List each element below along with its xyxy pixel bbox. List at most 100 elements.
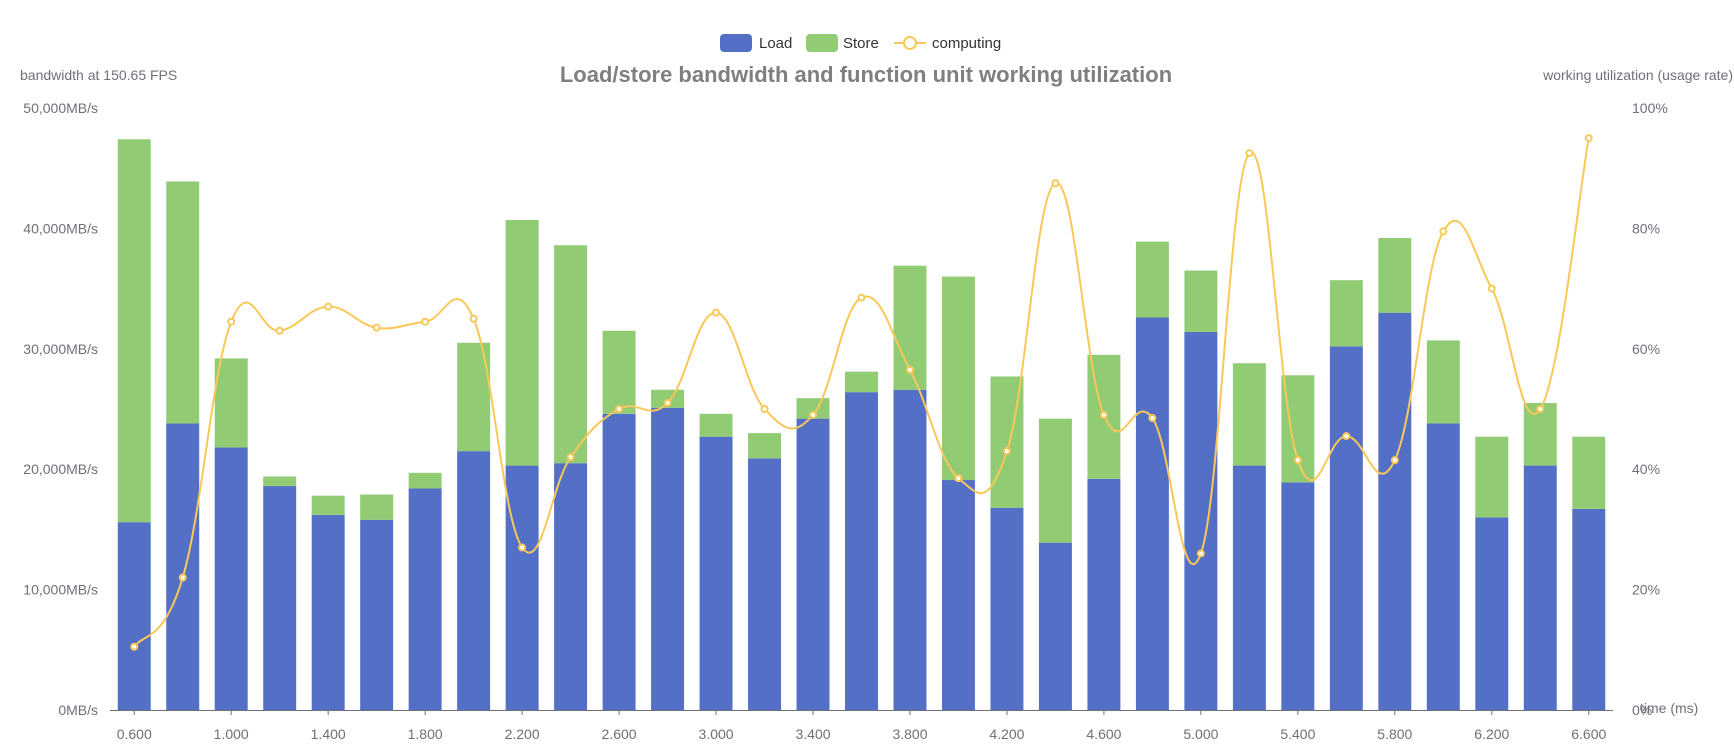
- computing-point[interactable]: [1051, 179, 1060, 188]
- bar-store[interactable]: [1329, 280, 1363, 347]
- computing-point[interactable]: [1439, 227, 1448, 236]
- bar-load[interactable]: [166, 423, 200, 710]
- computing-point[interactable]: [954, 474, 963, 483]
- bar-store[interactable]: [1475, 436, 1509, 518]
- bar-load[interactable]: [990, 507, 1024, 710]
- bar-store[interactable]: [263, 476, 297, 487]
- bar-store[interactable]: [166, 181, 200, 424]
- bar-load[interactable]: [1135, 317, 1169, 710]
- bar-store[interactable]: [1232, 363, 1266, 466]
- computing-point[interactable]: [1293, 456, 1302, 465]
- computing-point[interactable]: [857, 293, 866, 302]
- bar-store[interactable]: [941, 276, 975, 481]
- bar-store[interactable]: [1184, 270, 1218, 332]
- bar-store[interactable]: [1038, 418, 1072, 543]
- right-axis-name: working utilization (usage rate): [1542, 67, 1733, 83]
- legend[interactable]: Load Store computing: [720, 34, 1001, 52]
- bar-load[interactable]: [1184, 331, 1218, 710]
- bar-store[interactable]: [1281, 375, 1315, 483]
- computing-point[interactable]: [1148, 414, 1157, 423]
- computing-point[interactable]: [809, 411, 818, 420]
- computing-point[interactable]: [130, 642, 139, 651]
- bar-load[interactable]: [796, 418, 830, 710]
- computing-point[interactable]: [1099, 411, 1108, 420]
- bar-store[interactable]: [748, 433, 782, 459]
- computing-point[interactable]: [1196, 549, 1205, 558]
- computing-point[interactable]: [712, 308, 721, 317]
- bar-load[interactable]: [1523, 465, 1557, 710]
- x-axis-ticks: 0.600 1.000 1.400 1.800 2.200 2.600 3.000 3.400…: [117, 710, 1606, 742]
- bar-load[interactable]: [651, 407, 685, 710]
- bar-load[interactable]: [699, 436, 733, 710]
- computing-point[interactable]: [1342, 432, 1351, 441]
- computing-point[interactable]: [421, 317, 430, 326]
- legend-label-store: Store: [843, 35, 879, 52]
- legend-item-computing[interactable]: computing: [894, 35, 1001, 52]
- bar-load[interactable]: [1426, 423, 1460, 710]
- bar-store[interactable]: [1426, 340, 1460, 424]
- computing-point[interactable]: [1584, 134, 1593, 143]
- bar-store[interactable]: [554, 245, 588, 464]
- bar-load[interactable]: [505, 465, 539, 710]
- computing-point[interactable]: [372, 323, 381, 332]
- bar-store[interactable]: [311, 495, 345, 515]
- computing-point[interactable]: [1245, 149, 1254, 158]
- bar-store[interactable]: [602, 330, 636, 414]
- bar-load[interactable]: [408, 488, 442, 710]
- bar-load[interactable]: [893, 389, 927, 710]
- computing-point[interactable]: [227, 317, 236, 326]
- legend-item-store[interactable]: Store: [806, 34, 879, 52]
- bar-load[interactable]: [117, 522, 151, 710]
- computing-point[interactable]: [760, 405, 769, 413]
- computing-point[interactable]: [1487, 284, 1496, 293]
- bar-load[interactable]: [1329, 346, 1363, 710]
- bar-store[interactable]: [408, 472, 442, 489]
- computing-point[interactable]: [615, 405, 624, 413]
- bar-load[interactable]: [554, 463, 588, 710]
- bar-load[interactable]: [1281, 482, 1315, 710]
- x-tick-label: 2.600: [602, 726, 637, 742]
- bar-load[interactable]: [845, 392, 878, 710]
- legend-item-load[interactable]: Load: [720, 34, 792, 52]
- bar-store[interactable]: [214, 358, 248, 448]
- bar-store[interactable]: [360, 494, 394, 520]
- bar-load[interactable]: [214, 447, 248, 710]
- computing-point[interactable]: [275, 326, 284, 335]
- computing-point[interactable]: [178, 573, 187, 582]
- bar-load[interactable]: [360, 519, 394, 710]
- bar-store[interactable]: [1572, 436, 1606, 509]
- bar-store[interactable]: [651, 389, 685, 408]
- bar-load[interactable]: [1378, 312, 1412, 710]
- computing-point[interactable]: [324, 302, 333, 311]
- bar-load[interactable]: [1475, 517, 1509, 710]
- bar-load[interactable]: [1232, 465, 1266, 710]
- bar-load[interactable]: [1038, 542, 1072, 710]
- bar-load[interactable]: [748, 458, 782, 710]
- computing-point[interactable]: [1390, 456, 1399, 465]
- computing-point[interactable]: [518, 543, 527, 552]
- bar-store[interactable]: [117, 139, 151, 523]
- bar-load[interactable]: [941, 480, 975, 710]
- bar-store[interactable]: [1135, 241, 1169, 318]
- bar-load[interactable]: [1087, 478, 1121, 710]
- bar-store[interactable]: [699, 413, 733, 437]
- legend-label-computing: computing: [932, 35, 1001, 52]
- computing-point[interactable]: [1002, 447, 1011, 456]
- bar-load[interactable]: [311, 514, 345, 710]
- bar-load[interactable]: [263, 486, 297, 710]
- bar-load[interactable]: [457, 451, 491, 710]
- computing-point[interactable]: [566, 453, 575, 462]
- bar-store[interactable]: [505, 219, 539, 466]
- legend-swatch-load: [720, 34, 752, 52]
- bar-load[interactable]: [1572, 508, 1606, 710]
- computing-point[interactable]: [469, 314, 478, 323]
- x-tick-label: 1.000: [214, 726, 249, 742]
- bar-store[interactable]: [1523, 402, 1557, 466]
- computing-point[interactable]: [663, 398, 672, 407]
- bar-store[interactable]: [845, 371, 878, 393]
- bar-load[interactable]: [602, 413, 636, 710]
- x-tick-label: 5.400: [1280, 726, 1315, 742]
- bar-store[interactable]: [1378, 238, 1412, 313]
- computing-point[interactable]: [1536, 405, 1545, 413]
- computing-point[interactable]: [905, 365, 914, 374]
